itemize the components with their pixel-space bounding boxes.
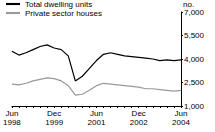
svg-text:Jun: Jun [175,109,188,118]
svg-text:2,500: 2,500 [184,78,205,87]
svg-text:4,000: 4,000 [184,55,205,64]
svg-text:1998: 1998 [3,118,21,127]
svg-text:Dec: Dec [47,109,61,118]
svg-text:2002: 2002 [130,118,148,127]
svg-text:1999: 1999 [45,118,63,127]
svg-text:2004: 2004 [172,118,190,127]
svg-text:Total dwelling units: Total dwelling units [25,0,92,9]
svg-text:Private sector houses: Private sector houses [25,9,102,18]
svg-text:Jun: Jun [90,109,103,118]
svg-text:5,500: 5,500 [184,31,205,40]
svg-text:Dec: Dec [132,109,146,118]
svg-text:2001: 2001 [88,118,106,127]
svg-text:7,000: 7,000 [184,8,205,17]
svg-text:1,000: 1,000 [184,101,204,111]
svg-text:Jun: Jun [5,109,18,118]
